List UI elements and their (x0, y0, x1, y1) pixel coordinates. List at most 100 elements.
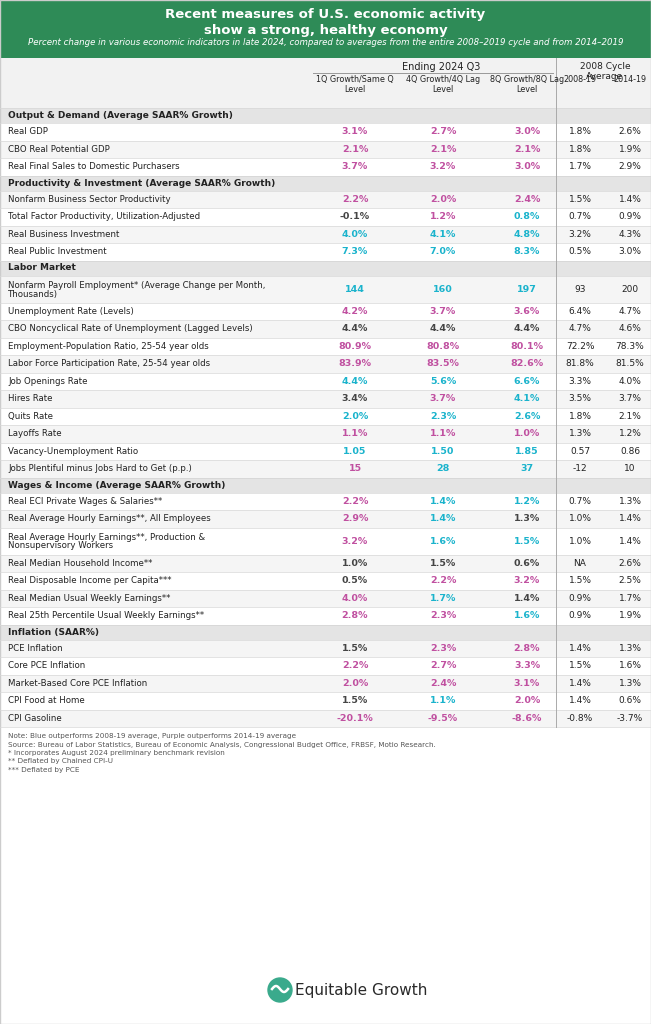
Text: 3.3%: 3.3% (568, 377, 592, 386)
Text: Real Average Hourly Earnings**, All Employees: Real Average Hourly Earnings**, All Empl… (8, 514, 211, 523)
Text: CBO Noncyclical Rate of Unemployment (Lagged Levels): CBO Noncyclical Rate of Unemployment (La… (8, 325, 253, 333)
Bar (0, 108, 651, 123)
Text: 1.3%: 1.3% (618, 644, 641, 652)
Text: 1.5%: 1.5% (568, 577, 592, 586)
Text: 81.8%: 81.8% (566, 359, 594, 369)
Text: 2.1%: 2.1% (342, 144, 368, 154)
Text: 0.57: 0.57 (570, 446, 590, 456)
Text: 1.4%: 1.4% (430, 514, 456, 523)
Text: 1.4%: 1.4% (618, 537, 641, 546)
Bar (0, 590, 651, 607)
Text: 4.8%: 4.8% (514, 229, 540, 239)
Text: 4.7%: 4.7% (618, 307, 641, 315)
Text: 1.05: 1.05 (343, 446, 367, 456)
Text: Labor Market: Labor Market (8, 263, 76, 272)
Text: Real 25th Percentile Usual Weekly Earnings**: Real 25th Percentile Usual Weekly Earnin… (8, 611, 204, 621)
Bar (0, 710, 651, 727)
Text: 5.6%: 5.6% (430, 377, 456, 386)
Text: 0.5%: 0.5% (342, 577, 368, 586)
Text: CPI Gasoline: CPI Gasoline (8, 714, 62, 723)
Text: 4Q Growth/4Q Lag
Level: 4Q Growth/4Q Lag Level (406, 75, 480, 94)
Text: 4.3%: 4.3% (618, 229, 641, 239)
Text: 0.5%: 0.5% (568, 247, 592, 256)
Text: 3.2%: 3.2% (568, 229, 592, 239)
Text: 1.2%: 1.2% (618, 429, 641, 438)
Text: 2008-19: 2008-19 (563, 75, 596, 84)
Text: 2.7%: 2.7% (430, 662, 456, 671)
Text: 6.4%: 6.4% (568, 307, 592, 315)
Text: 2.4%: 2.4% (430, 679, 456, 688)
Text: Real Average Hourly Earnings**, Production &: Real Average Hourly Earnings**, Producti… (8, 532, 205, 542)
Text: 7.0%: 7.0% (430, 247, 456, 256)
Text: 1.0%: 1.0% (568, 537, 592, 546)
Text: 78.3%: 78.3% (616, 342, 644, 351)
Text: 3.7%: 3.7% (430, 307, 456, 315)
Bar (0, 477, 651, 493)
Text: 15: 15 (348, 464, 361, 473)
Text: 1.3%: 1.3% (618, 679, 641, 688)
Text: 1.8%: 1.8% (568, 127, 592, 136)
Text: 3.7%: 3.7% (618, 394, 641, 403)
Text: Real Median Usual Weekly Earnings**: Real Median Usual Weekly Earnings** (8, 594, 171, 603)
Text: 1.9%: 1.9% (618, 144, 641, 154)
Text: 1.4%: 1.4% (568, 696, 592, 706)
Text: 1.1%: 1.1% (342, 429, 368, 438)
Text: 1.6%: 1.6% (618, 662, 641, 671)
Bar (0, 140, 651, 158)
Text: 1.0%: 1.0% (342, 559, 368, 567)
Text: 3.7%: 3.7% (430, 394, 456, 403)
Text: 2.1%: 2.1% (618, 412, 641, 421)
Text: 1.4%: 1.4% (568, 679, 592, 688)
Text: 1.6%: 1.6% (514, 611, 540, 621)
Text: 1.7%: 1.7% (618, 594, 641, 603)
Text: 0.9%: 0.9% (568, 594, 592, 603)
Bar (0, 0, 651, 58)
Text: Equitable Growth: Equitable Growth (295, 982, 427, 997)
Bar (0, 510, 651, 527)
Text: 3.3%: 3.3% (514, 662, 540, 671)
Text: 0.6%: 0.6% (514, 559, 540, 567)
Text: 1Q Growth/Same Q
Level: 1Q Growth/Same Q Level (316, 75, 394, 94)
Text: Labor Force Participation Rate, 25-54 year olds: Labor Force Participation Rate, 25-54 ye… (8, 359, 210, 369)
Bar (0, 527, 651, 555)
Text: Output & Demand (Average SAAR% Growth): Output & Demand (Average SAAR% Growth) (8, 111, 233, 120)
Text: 0.8%: 0.8% (514, 212, 540, 221)
Text: 1.4%: 1.4% (618, 514, 641, 523)
Bar (0, 175, 651, 190)
Bar (0, 319, 651, 338)
Text: -9.5%: -9.5% (428, 714, 458, 723)
Text: 2.6%: 2.6% (618, 559, 641, 567)
Bar (0, 123, 651, 140)
Text: CBO Real Potential GDP: CBO Real Potential GDP (8, 144, 110, 154)
Text: 2.0%: 2.0% (514, 696, 540, 706)
Text: 1.0%: 1.0% (514, 429, 540, 438)
Text: 7.3%: 7.3% (342, 247, 368, 256)
Text: 2.5%: 2.5% (618, 577, 641, 586)
Bar (0, 302, 651, 319)
Text: 1.5%: 1.5% (342, 644, 368, 652)
Bar (0, 225, 651, 243)
Text: 2.3%: 2.3% (430, 412, 456, 421)
Text: 197: 197 (517, 285, 537, 294)
Text: Market-Based Core PCE Inflation: Market-Based Core PCE Inflation (8, 679, 147, 688)
Text: -0.1%: -0.1% (340, 212, 370, 221)
Text: -8.6%: -8.6% (512, 714, 542, 723)
Text: 2.3%: 2.3% (430, 611, 456, 621)
Text: 4.7%: 4.7% (568, 325, 592, 333)
Text: 1.2%: 1.2% (514, 497, 540, 506)
Bar (0, 555, 651, 572)
Text: 0.9%: 0.9% (618, 212, 641, 221)
Text: 82.6%: 82.6% (510, 359, 544, 369)
Text: 3.1%: 3.1% (342, 127, 368, 136)
Text: 1.3%: 1.3% (568, 429, 592, 438)
Text: 3.2%: 3.2% (430, 162, 456, 171)
Text: 1.5%: 1.5% (342, 696, 368, 706)
Text: Source: Bureau of Labor Statistics, Bureau of Economic Analysis, Congressional B: Source: Bureau of Labor Statistics, Bure… (8, 741, 436, 748)
Text: 3.4%: 3.4% (342, 394, 368, 403)
Text: 1.3%: 1.3% (618, 497, 641, 506)
Text: 37: 37 (520, 464, 534, 473)
Bar (0, 355, 651, 373)
Text: 2.4%: 2.4% (514, 195, 540, 204)
Text: 93: 93 (574, 285, 586, 294)
Text: 1.0%: 1.0% (568, 514, 592, 523)
